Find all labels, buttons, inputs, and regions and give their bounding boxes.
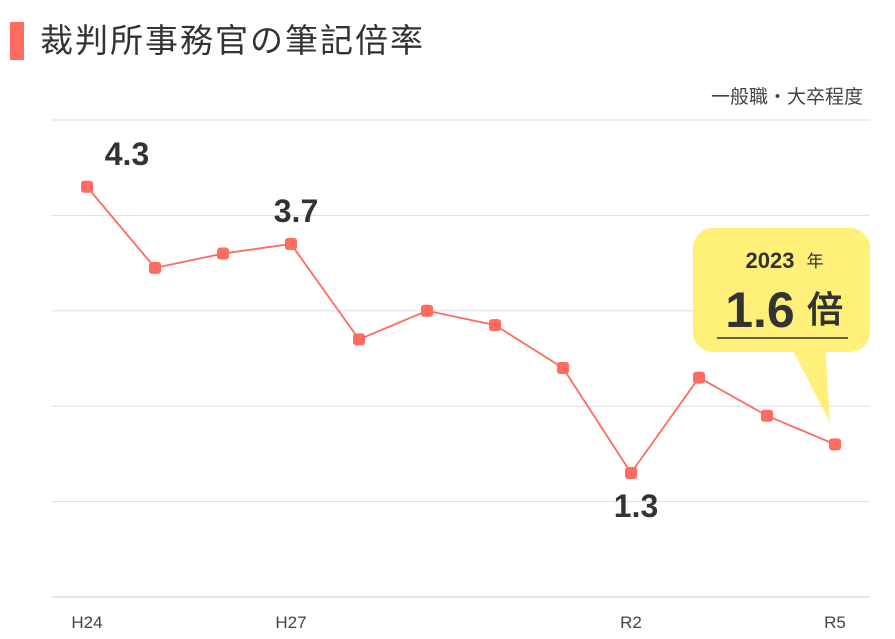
data-point xyxy=(625,466,637,479)
data-label: 4.3 xyxy=(105,136,149,172)
data-point xyxy=(149,261,161,274)
data-point xyxy=(489,319,501,332)
callout-box xyxy=(693,228,870,352)
data-label: 1.3 xyxy=(614,488,658,524)
callout-year: 2023 xyxy=(746,248,795,273)
data-point xyxy=(557,362,569,375)
chart-title: 裁判所事務官の筆記倍率 xyxy=(40,21,425,60)
callout-pointer xyxy=(790,345,830,423)
data-point xyxy=(285,238,297,251)
data-point xyxy=(693,371,705,384)
data-point xyxy=(421,304,433,317)
x-tick-label: R2 xyxy=(620,613,642,632)
data-point xyxy=(761,409,773,422)
data-point xyxy=(81,180,93,193)
data-point xyxy=(353,333,365,346)
title-accent-bar xyxy=(10,22,24,60)
callout-year-unit: 年 xyxy=(807,252,824,272)
x-tick-label: R5 xyxy=(824,613,846,632)
x-tick-label: H27 xyxy=(275,613,306,632)
x-tick-label: H24 xyxy=(71,613,102,632)
callout-value-unit: 倍 xyxy=(807,290,843,331)
chart-subtitle: 一般職・大卒程度 xyxy=(710,86,863,108)
data-point xyxy=(829,438,841,451)
series-line xyxy=(86,186,836,475)
callout-value: 1.6 xyxy=(725,282,795,338)
data-point xyxy=(217,247,229,260)
data-label: 3.7 xyxy=(274,193,318,229)
